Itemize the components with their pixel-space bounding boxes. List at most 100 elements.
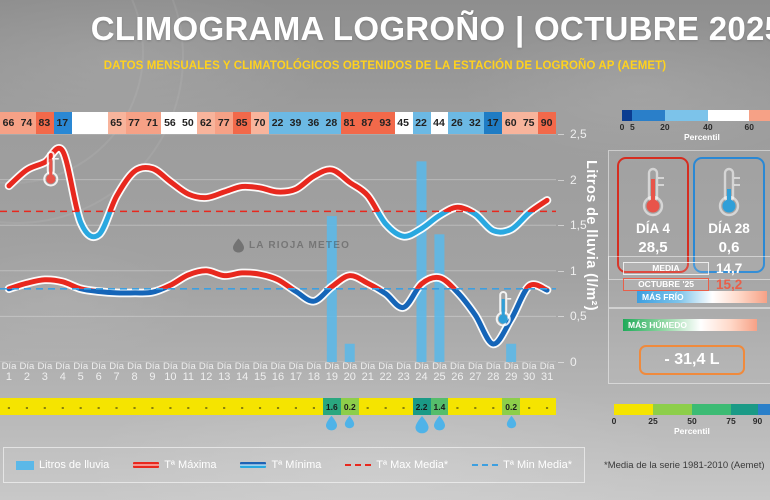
percentile-cell — [71, 112, 90, 134]
drop-slot — [484, 415, 502, 437]
legend-item[interactable]: Tª Mínima — [240, 459, 321, 471]
series-cold-segment — [6, 288, 550, 347]
day-number: 14 — [236, 370, 249, 383]
rain-cell: - — [287, 398, 305, 415]
day-word: Día — [19, 361, 35, 372]
rain-cell: - — [520, 398, 539, 415]
rain-bar — [434, 234, 445, 362]
day-tick: Día 9 — [144, 362, 162, 398]
day-number: 2 — [23, 370, 30, 383]
drop-slot — [502, 415, 520, 437]
percentile-cell: 70 — [251, 112, 270, 134]
rain-cell: - — [448, 398, 467, 415]
rain-value-strip: - - - - - - - - - - - - - - - - - -1.6 0.2- - -2.2 1.4- - -0.2-… — [0, 398, 557, 415]
temperature-extremes-box: DÍA 4 28,5 DÍA 28 0,6 — [608, 150, 770, 280]
rain-cell: - — [197, 398, 216, 415]
drop-slot — [287, 415, 305, 437]
y-axis-tick-label: 1 — [570, 263, 577, 278]
drop-slot — [377, 415, 395, 437]
day-tick: Día 2 — [18, 362, 36, 398]
drop-slot — [538, 415, 556, 437]
chart-thermometer-cold-icon — [495, 291, 512, 327]
rain-cell: - — [304, 398, 323, 415]
drop-slot — [323, 415, 341, 437]
day-number: 12 — [200, 370, 213, 383]
rain-cell: - — [251, 398, 270, 415]
percentile-cell: 81 — [340, 112, 359, 134]
series-hot-segment — [6, 268, 550, 289]
rain-cell: - — [215, 398, 234, 415]
drop-slot — [448, 415, 466, 437]
percentile-cell: 50 — [179, 112, 198, 134]
drop-slot — [215, 415, 233, 437]
rain-cell: - — [35, 398, 54, 415]
colder-indicator-bar: MÁS FRÍO — [637, 291, 767, 303]
day-number: 31 — [540, 370, 554, 383]
rain-cell: - — [161, 398, 180, 415]
y-axis-tick-mark — [558, 270, 564, 272]
drop-slot — [161, 415, 179, 437]
percentile-cell: 75 — [520, 112, 539, 134]
day-word: Día — [127, 361, 142, 372]
series-hot-segment — [6, 145, 550, 212]
footnote: *Media de la serie 1981-2010 (Aemet) — [604, 460, 765, 471]
legend-label: Tª Min Media* — [503, 459, 572, 471]
rain-cell: - — [143, 398, 162, 415]
rain-cell: - — [71, 398, 90, 415]
month-chip: OCTUBRE '25 — [623, 277, 709, 291]
rain-cell: - — [358, 398, 377, 415]
day-word: Día — [288, 361, 304, 372]
min-temp-day: DÍA 28 — [708, 221, 750, 236]
day-tick: Día 11 — [179, 362, 197, 398]
rain-cell: - — [125, 398, 144, 415]
drop-slot — [126, 415, 144, 437]
raindrop-icon — [506, 415, 516, 429]
legend-item[interactable]: Tª Max Media* — [345, 459, 448, 471]
day-tick: Día 17 — [287, 362, 305, 398]
drop-slot — [0, 415, 18, 437]
day-number: 11 — [182, 370, 195, 383]
min-temp-card[interactable]: DÍA 28 0,6 — [693, 157, 765, 273]
day-number: 1 — [5, 370, 13, 383]
drop-slot — [197, 415, 215, 437]
percentile-colorbar-bottom-ticks: 0 25 50 75 90 — [610, 416, 770, 428]
legend-mintemp-swatch — [240, 462, 267, 468]
day-word: Día — [521, 361, 537, 372]
legend-item[interactable]: Litros de lluvia — [15, 459, 109, 471]
y-axis-title: Litros de lluvia (l/m²) — [583, 160, 599, 311]
rain-cell: 1.4 — [430, 398, 449, 415]
day-word: Día — [342, 361, 358, 372]
colorbar-segment — [653, 404, 692, 415]
day-tick: Día 15 — [251, 362, 269, 398]
day-tick: Día 26 — [448, 362, 466, 398]
day-number: 8 — [131, 370, 138, 383]
day-tick: Día 7 — [108, 362, 126, 398]
day-word: Día — [1, 361, 17, 372]
chart-plot-area — [0, 134, 556, 362]
day-number: 15 — [253, 370, 267, 383]
day-tick: Día 18 — [305, 362, 323, 398]
colorbar-tick: 0 — [611, 416, 617, 426]
rain-cell: - — [233, 398, 252, 415]
max-temp-card[interactable]: DÍA 4 28,5 — [617, 157, 689, 273]
percentile-cell: 77 — [125, 112, 144, 134]
day-word: Día — [234, 361, 250, 372]
percentile-cell: 32 — [466, 112, 485, 134]
legend-item[interactable]: Tª Min Media* — [472, 459, 572, 471]
media-value: 14,7 — [716, 260, 743, 276]
legend-item[interactable]: Tª Máxima — [133, 459, 217, 471]
raindrop-icon — [326, 415, 338, 431]
y-axis-tick-mark — [558, 134, 564, 135]
day-tick: Día 4 — [54, 362, 72, 398]
day-number: 26 — [451, 370, 464, 383]
percentile-cell: 90 — [538, 112, 557, 134]
colorbar-tick: 20 — [660, 122, 670, 132]
temperature-stats-box: MEDIA 14,7 OCTUBRE '25 15,2 MÁS FRÍO — [608, 256, 770, 308]
day-tick: Día 24 — [413, 362, 431, 398]
colorbar-tick: 0 — [619, 122, 625, 132]
colorbar-segment — [664, 110, 708, 121]
watermark: LA RIOJA METEO — [232, 238, 350, 253]
day-word: Día — [145, 361, 160, 372]
day-word: Día — [396, 361, 411, 372]
drop-slot — [395, 415, 413, 437]
